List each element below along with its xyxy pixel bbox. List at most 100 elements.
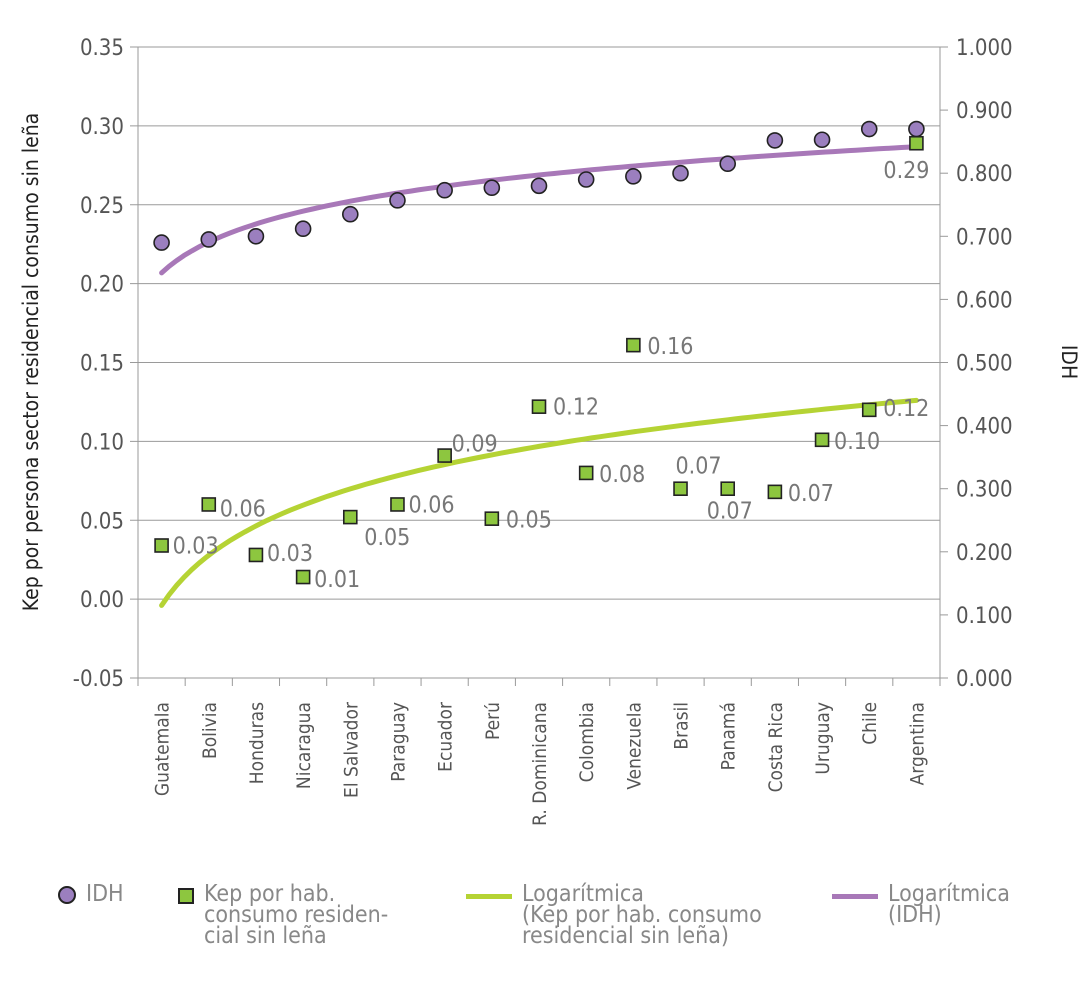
y-axis-ticks: -0.05 0.00 0.05 0.10 0.15 0.20 0.25 0.30 0.35: [73, 36, 124, 692]
idh-point: [577, 171, 595, 188]
category-label: Colombia: [576, 702, 598, 782]
idh-point: [719, 155, 737, 173]
kep-point: [626, 337, 641, 353]
data-label: 0.05: [364, 525, 410, 551]
x-axis-categories: Guatemala Bolivia Honduras Nicaragua El Salv…: [152, 701, 929, 826]
category-label: Honduras: [246, 702, 268, 784]
kep-point: [484, 511, 500, 526]
category-label: Guatemala: [152, 702, 174, 796]
category-label: Bolivia: [199, 702, 221, 759]
data-label: 0.07: [788, 481, 834, 507]
kep-point: [201, 497, 217, 512]
y-tick-label: -0.05: [73, 667, 124, 692]
category-label: Ecuador: [435, 701, 457, 772]
idh-point: [860, 120, 878, 138]
category-label: Chile: [859, 702, 881, 745]
data-label: 0.09: [452, 432, 498, 458]
idh-point: [672, 164, 689, 182]
idh-point: [341, 205, 359, 223]
idh-point: [247, 228, 265, 245]
y-tick-label: 0.30: [80, 115, 124, 140]
idh-point: [294, 220, 312, 238]
y2-tick-label: 1.000: [956, 36, 1013, 61]
y2-tick-label: 0.500: [956, 352, 1013, 377]
category-label: El Salvador: [340, 701, 362, 798]
kep-point: [909, 135, 924, 151]
chart: -0.05 0.00 0.05 0.10 0.15 0.20 0.25 0.30 0.35 0.…: [19, 36, 1080, 826]
data-label: 0.07: [676, 454, 722, 480]
data-label: 0.05: [506, 508, 552, 534]
category-label: Brasil: [671, 702, 693, 750]
y2-tick-label: 0.100: [956, 604, 1013, 629]
y2-tick-label: 0.700: [956, 225, 1013, 250]
category-label: Venezuela: [623, 702, 645, 790]
y-tick-label: 0.10: [80, 430, 124, 455]
data-label: 0.01: [314, 567, 360, 593]
legend-item-kep: Kep por hab. consumo residen- cial sin l…: [178, 881, 389, 949]
idh-point: [436, 181, 453, 199]
trendline-kep: [159, 397, 919, 608]
idh-point: [389, 192, 406, 209]
kep-point: [154, 538, 169, 553]
legend-label-log-idh: Logarítmica (IDH): [888, 881, 1010, 928]
kep-point: [342, 509, 358, 525]
trendlines: [159, 144, 919, 608]
kep-point: [814, 432, 830, 448]
category-label: Perú: [482, 702, 504, 740]
square-marker-icon: [178, 888, 194, 904]
data-marks: [153, 120, 925, 585]
y2-tick-label: 0.900: [956, 99, 1013, 124]
data-label: 0.12: [883, 396, 929, 422]
category-label: Uruguay: [812, 702, 834, 775]
purple-line-icon: [832, 894, 878, 899]
circle-marker-icon: [58, 886, 76, 904]
data-label: 0.06: [408, 492, 454, 518]
idh-point: [813, 131, 831, 149]
idh-point: [908, 120, 925, 138]
data-label: 0.07: [707, 499, 753, 525]
kep-point: [531, 399, 547, 414]
y-tick-label: 0.20: [80, 273, 124, 298]
kep-point: [861, 402, 877, 418]
category-label: Costa Rica: [765, 702, 787, 792]
y-tick-label: 0.05: [80, 509, 124, 534]
data-label: 0.06: [220, 496, 266, 522]
y-tick-label: 0.00: [80, 588, 124, 613]
idh-point: [483, 179, 501, 197]
category-label: Panamá: [718, 702, 740, 770]
kep-point: [295, 569, 311, 585]
category-label: R. Dominicana: [529, 702, 551, 826]
idh-point: [530, 177, 548, 195]
legend-label-log-kep: Logarítmica (Kep por hab. consumo reside…: [522, 881, 762, 949]
idh-point: [625, 168, 642, 185]
legend-label-kep: Kep por hab. consumo residen- cial sin l…: [204, 881, 389, 949]
data-label: 0.03: [173, 533, 219, 559]
kep-point: [390, 497, 405, 512]
category-label: Nicaragua: [293, 702, 315, 789]
idh-point: [153, 234, 170, 251]
data-label: 0.03: [267, 541, 313, 567]
kep-point: [437, 448, 452, 463]
gridlines: [130, 46, 948, 686]
data-label: 0.08: [599, 462, 645, 488]
y2-axis-title: IDH: [1057, 345, 1080, 379]
y2-tick-label: 0.400: [956, 415, 1013, 440]
y2-tick-label: 0.000: [956, 667, 1013, 692]
y-tick-label: 0.25: [80, 194, 124, 219]
y-tick-label: 0.15: [80, 352, 124, 377]
y2-tick-label: 0.600: [956, 288, 1013, 313]
category-label: Argentina: [906, 702, 928, 785]
kep-point: [578, 465, 594, 481]
legend-item-log-kep: Logarítmica (Kep por hab. consumo reside…: [466, 881, 762, 949]
legend-item-idh: IDH: [58, 883, 124, 906]
y2-axis-ticks: 0.000 0.100 0.200 0.300 0.400 0.500 0.600 0.700…: [956, 36, 1013, 692]
idh-point: [200, 231, 218, 248]
idh-point: [766, 132, 784, 149]
legend: IDH Kep por hab. consumo residen- cial s…: [0, 881, 1080, 974]
kep-point: [673, 481, 688, 497]
data-label: 0.12: [553, 395, 599, 421]
trendline-idh: [159, 144, 919, 276]
y-tick-label: 0.35: [80, 36, 124, 61]
data-label: 0.10: [834, 429, 880, 455]
data-label: 0.29: [883, 158, 929, 184]
